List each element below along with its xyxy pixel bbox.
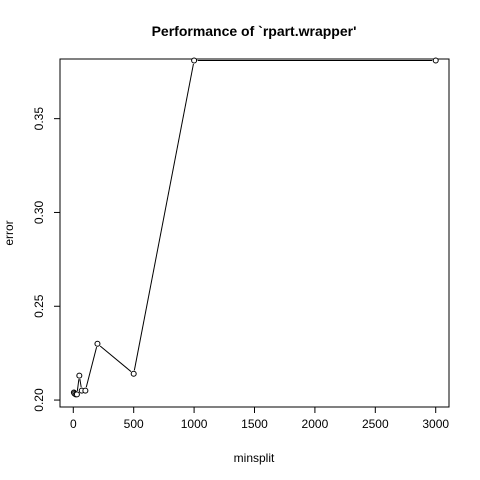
x-tick-label: 3000 [422,417,449,431]
x-tick-label: 2000 [302,417,329,431]
y-tick-label: 0.30 [32,200,46,224]
data-point [94,340,101,347]
y-axis: 0.20 0.25 0.30 0.35 [32,107,61,412]
data-point [82,387,89,394]
x-tick-label: 2500 [362,417,389,431]
series-segment [79,379,82,388]
x-tick-label: 0 [70,417,77,431]
series-segment [99,345,132,372]
data-point [130,370,137,377]
x-tick-label: 1000 [181,417,208,431]
y-tick-label: 0.25 [32,294,46,318]
data-point [73,391,80,398]
series-segment [85,347,98,388]
data-point [76,372,83,379]
x-tick-label: 1500 [241,417,268,431]
y-tick-label: 0.20 [32,388,46,412]
series-layer [70,57,439,398]
y-tick-label: 0.35 [32,107,46,131]
data-point [191,57,198,64]
series-segment [133,63,194,371]
y-axis-label: error [2,220,16,245]
x-axis-label: minsplit [234,451,275,465]
chart-title: Performance of `rpart.wrapper' [152,23,357,39]
x-axis: 0 500 1000 1500 2000 2500 3000 [70,406,449,431]
data-point [432,57,439,64]
x-tick-label: 500 [124,417,144,431]
series-segment [76,379,80,392]
